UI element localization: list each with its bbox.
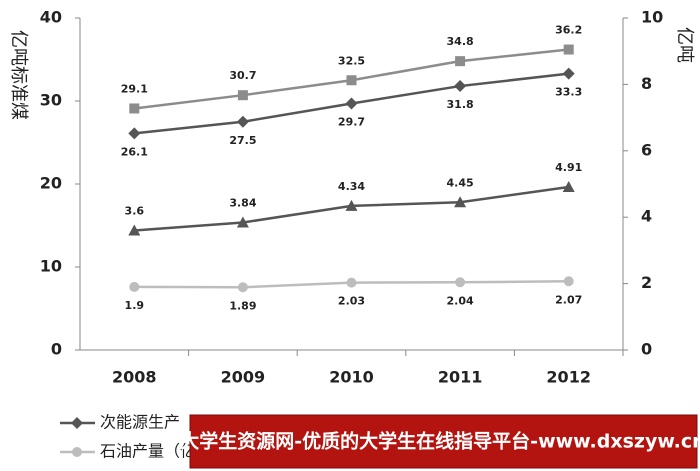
data-label: 26.1	[121, 145, 148, 158]
data-label: 2.07	[555, 293, 582, 306]
marker	[129, 281, 140, 292]
y2-tick-label: 0	[641, 340, 652, 359]
y2-tick-label: 6	[641, 140, 652, 159]
data-label: 33.3	[555, 86, 582, 99]
y-tick-label: 10	[40, 257, 62, 276]
marker	[345, 97, 358, 110]
marker	[129, 103, 140, 114]
marker	[563, 44, 574, 55]
data-label: 4.91	[555, 161, 582, 174]
marker	[346, 75, 357, 86]
marker	[72, 447, 82, 457]
banner-text: 大学生资源网-优质的大学生在线指导平台-www.dxszyw.cn	[180, 430, 700, 453]
y2-tick-label: 4	[641, 207, 652, 226]
data-label: 2.03	[338, 295, 365, 308]
data-label: 31.8	[447, 98, 474, 111]
data-label: 3.84	[229, 197, 256, 210]
x-tick-label: 2012	[546, 368, 591, 387]
marker	[236, 216, 249, 228]
legend-label: 石油产量（亿	[100, 442, 196, 461]
marker	[128, 224, 141, 236]
y-tick-label: 30	[40, 91, 62, 110]
data-label: 29.7	[338, 115, 365, 128]
marker	[563, 276, 574, 287]
data-label: 34.8	[447, 35, 474, 48]
y2-axis-label: 亿吨	[674, 27, 695, 63]
marker	[345, 199, 358, 211]
data-label: 30.7	[229, 69, 256, 82]
marker	[346, 277, 357, 288]
data-label: 32.5	[338, 54, 365, 67]
y-tick-label: 20	[40, 174, 62, 193]
data-label: 1.89	[229, 299, 256, 312]
data-label: 29.1	[121, 82, 148, 95]
x-tick-label: 2010	[329, 368, 374, 387]
marker	[71, 417, 83, 429]
marker	[237, 90, 248, 101]
data-label: 2.04	[447, 294, 474, 307]
marker	[455, 56, 466, 67]
marker	[236, 115, 249, 128]
data-label: 36.2	[555, 24, 582, 37]
y2-tick-label: 10	[641, 8, 663, 27]
data-label: 4.34	[338, 180, 365, 193]
data-label: 27.5	[229, 134, 256, 147]
data-label: 3.6	[125, 204, 145, 217]
y-tick-label: 0	[51, 340, 62, 359]
legend-label: 次能源生产	[100, 413, 180, 432]
marker	[562, 67, 575, 80]
data-label: 1.9	[125, 299, 145, 312]
x-tick-label: 2011	[438, 368, 483, 387]
x-tick-label: 2008	[112, 368, 157, 387]
marker	[455, 277, 466, 288]
x-tick-label: 2009	[221, 368, 266, 387]
marker	[237, 282, 248, 293]
y2-tick-label: 2	[641, 273, 652, 292]
marker	[128, 127, 141, 140]
data-label: 4.45	[447, 176, 474, 189]
marker	[562, 180, 575, 192]
y-axis-label: 亿吨标准煤	[8, 30, 29, 120]
y2-tick-label: 8	[641, 74, 652, 93]
banner-bg	[189, 414, 698, 469]
marker	[454, 196, 467, 208]
marker	[454, 80, 467, 93]
y-tick-label: 40	[40, 8, 62, 27]
